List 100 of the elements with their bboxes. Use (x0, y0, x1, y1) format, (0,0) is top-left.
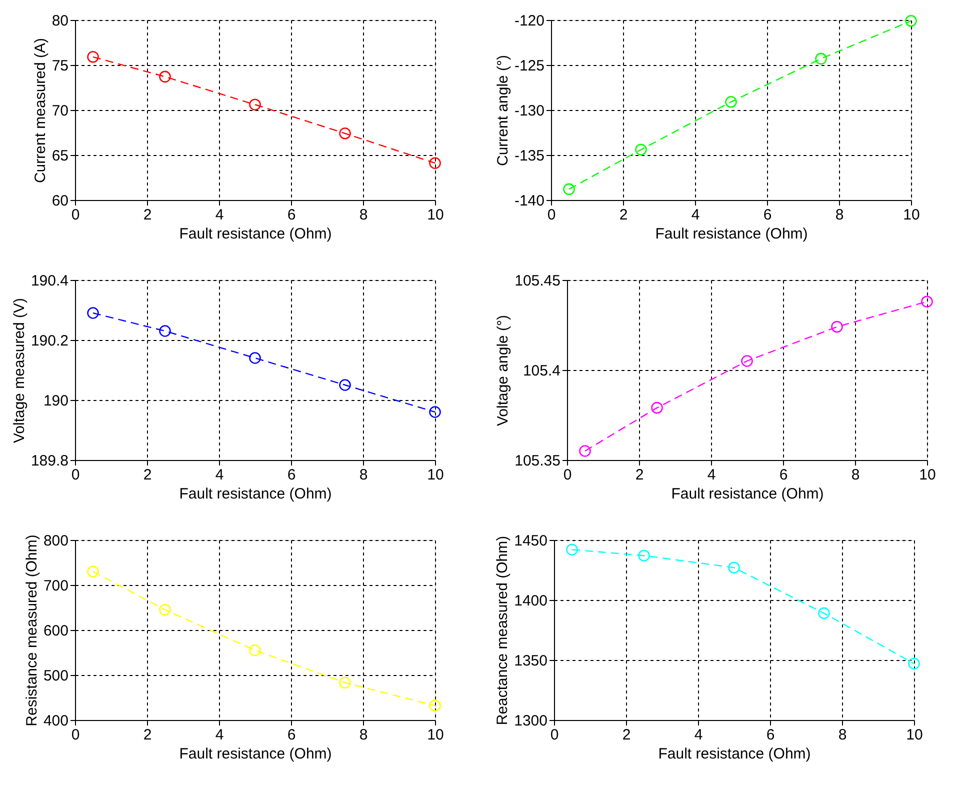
y-axis-title: Current measured (A) (32, 38, 49, 184)
point (566, 544, 578, 556)
x-tick-label: 6 (287, 466, 296, 484)
y-tick-label: 70 (52, 102, 68, 120)
x-tick-label: 2 (622, 726, 631, 744)
x-tick-label: 0 (563, 466, 572, 484)
point (638, 550, 650, 562)
y-tick-label: 600 (43, 622, 68, 640)
x-tick-label: 4 (691, 206, 700, 224)
point (429, 406, 441, 418)
y-axis-title: Resistance measured (Ohm) (23, 534, 40, 726)
point (429, 700, 441, 712)
x-tick-label: 2 (143, 206, 152, 224)
x-tick-label: 2 (635, 466, 644, 484)
x-tick-label: 4 (215, 206, 224, 224)
y-axis-title: Voltage measured (V) (10, 298, 28, 444)
x-tick-label: 4 (215, 466, 224, 484)
point (725, 96, 737, 108)
y-tick-label: 80 (52, 12, 68, 30)
y-tick-label: 400 (43, 712, 68, 730)
x-tick-label: 0 (71, 466, 80, 484)
y-tick-label: 1450 (514, 532, 548, 550)
y-tick-label: 105.45 (514, 272, 560, 290)
x-tick-label: 10 (906, 726, 923, 744)
point (249, 644, 261, 656)
x-tick-label: 10 (903, 206, 920, 224)
x-tick-label: 8 (359, 726, 368, 744)
x-axis-title: Fault resistance (Ohm) (179, 486, 332, 502)
x-tick-label: 4 (694, 726, 703, 744)
x-tick-label: 8 (359, 466, 368, 484)
y-tick-label: 190 (43, 392, 68, 410)
point (921, 296, 933, 308)
x-tick-label: 6 (287, 206, 296, 224)
y-tick-label: 189.8 (30, 452, 68, 470)
y-axis-title: Current angle (°) (494, 54, 512, 166)
x-tick-label: 0 (71, 726, 80, 744)
y-axis-title: Voltage angle (°) (494, 314, 512, 426)
y-tick-label: 60 (52, 192, 68, 210)
point (908, 658, 920, 670)
point (635, 144, 647, 156)
x-tick-label: 8 (838, 726, 847, 744)
x-tick-label: 10 (919, 466, 936, 484)
point (339, 379, 351, 391)
point (339, 676, 351, 689)
point (651, 402, 663, 414)
point (159, 325, 171, 337)
x-tick-label: 10 (427, 206, 444, 224)
point (87, 566, 99, 578)
point (249, 98, 261, 110)
x-axis-title: Fault resistance (Ohm) (179, 746, 332, 762)
x-axis-title: Fault resistance (Ohm) (671, 486, 824, 502)
x-axis-title: Fault resistance (Ohm) (658, 746, 811, 762)
y-tick-label: -120 (514, 12, 544, 30)
x-tick-label: 2 (619, 206, 628, 224)
y-tick-label: 65 (52, 148, 68, 164)
point (339, 128, 351, 140)
y-tick-label: -125 (514, 58, 544, 74)
point (831, 320, 843, 333)
y-tick-label: 800 (43, 532, 68, 550)
y-tick-label: -140 (514, 192, 544, 210)
point (815, 52, 827, 65)
point (429, 157, 441, 169)
point (741, 355, 753, 367)
y-tick-label: 105.35 (514, 452, 560, 470)
y-tick-label: 500 (43, 668, 68, 684)
x-tick-label: 10 (427, 726, 444, 744)
point (159, 604, 171, 616)
x-tick-label: 6 (763, 206, 772, 224)
x-tick-label: 2 (143, 466, 152, 484)
y-tick-label: 190.4 (30, 272, 68, 290)
x-tick-label: 8 (851, 466, 860, 484)
y-tick-label: 1300 (514, 712, 548, 730)
point (159, 70, 171, 83)
point (249, 352, 261, 364)
x-tick-label: 0 (550, 726, 559, 744)
point (728, 562, 740, 574)
y-tick-label: -135 (514, 148, 544, 164)
x-tick-label: 6 (766, 726, 775, 744)
point (87, 51, 99, 63)
y-tick-label: 75 (52, 58, 68, 74)
x-tick-label: 2 (143, 726, 152, 744)
point (579, 445, 591, 457)
y-tick-label: 700 (43, 578, 68, 594)
x-axis-title: Fault resistance (Ohm) (655, 226, 808, 242)
x-tick-label: 6 (779, 466, 788, 484)
x-tick-label: 8 (359, 206, 368, 224)
x-tick-label: 4 (215, 726, 224, 744)
y-tick-label: 1350 (514, 652, 548, 670)
y-tick-label: 105.4 (522, 362, 560, 380)
point (818, 607, 830, 620)
y-tick-label: 190.2 (30, 332, 68, 350)
x-axis-title: Fault resistance (Ohm) (179, 226, 332, 242)
x-tick-label: 6 (287, 726, 296, 744)
point (563, 183, 575, 196)
point (87, 307, 99, 319)
y-tick-label: -130 (514, 102, 544, 120)
point (905, 15, 917, 27)
x-tick-label: 0 (71, 206, 80, 224)
y-tick-label: 1400 (514, 592, 548, 610)
y-axis-title: Reactance measured (Ohm) (494, 536, 512, 726)
